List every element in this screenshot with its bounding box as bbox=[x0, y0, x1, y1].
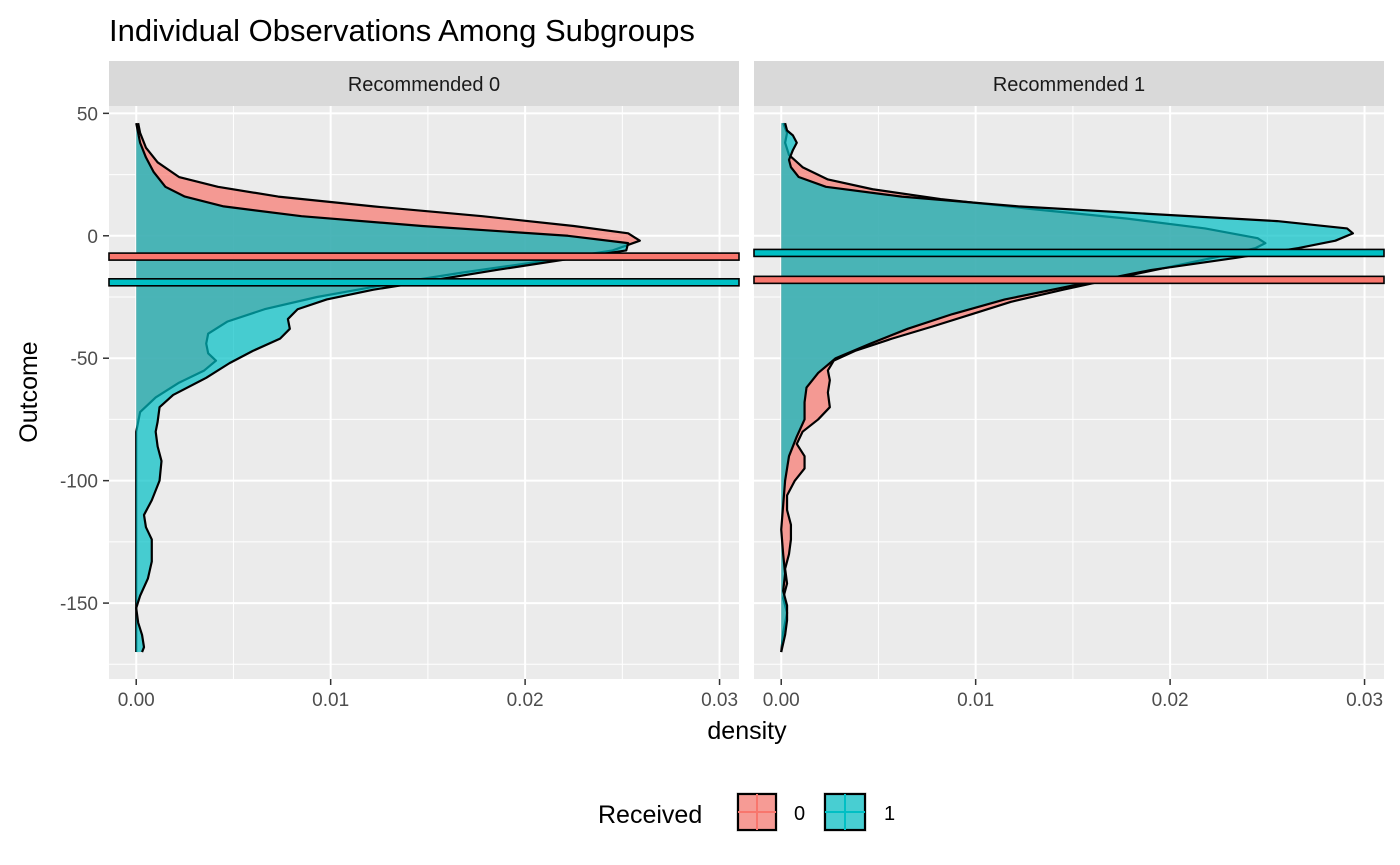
mean-line-received-0 bbox=[753, 275, 1385, 285]
legend-key-0: 0 bbox=[736, 792, 805, 832]
panel-recommended-1: Recommended 1 0.00 0.01 0.02 0.03 bbox=[753, 61, 1385, 711]
mean-lines bbox=[108, 252, 740, 287]
y-tick-label: -50 bbox=[71, 349, 98, 370]
x-tick-label: 0.00 bbox=[118, 690, 155, 711]
x-axis-ticks: 0.00 0.01 0.02 0.03 bbox=[118, 679, 738, 711]
density-outline-received-1 bbox=[135, 122, 630, 653]
y-tick-label: 50 bbox=[77, 104, 98, 125]
x-axis-title: density bbox=[707, 717, 787, 745]
panel-strip bbox=[109, 61, 739, 106]
legend-label-0: 0 bbox=[794, 803, 805, 825]
mean-lines bbox=[753, 248, 1385, 285]
mean-line-received-0 bbox=[108, 252, 740, 261]
density-outline-received-1 bbox=[780, 122, 1354, 653]
panel-strip-label: Recommended 0 bbox=[348, 74, 500, 96]
chart-title: Individual Observations Among Subgroups bbox=[109, 13, 695, 48]
panel-strip bbox=[754, 61, 1384, 106]
y-tick-label: -150 bbox=[60, 594, 98, 615]
x-tick-label: 0.02 bbox=[507, 690, 544, 711]
x-tick-label: 0.02 bbox=[1152, 690, 1189, 711]
y-axis: 50 0 -50 -100 -150 bbox=[60, 104, 109, 615]
legend-label-1: 1 bbox=[884, 803, 895, 825]
y-axis-title: Outcome bbox=[15, 341, 43, 442]
y-tick-label: 0 bbox=[87, 227, 98, 248]
x-tick-label: 0.01 bbox=[312, 690, 349, 711]
legend: Received 0 1 bbox=[598, 792, 895, 832]
x-tick-label: 0.00 bbox=[763, 690, 800, 711]
mean-line-received-1 bbox=[753, 248, 1385, 258]
x-axis-ticks: 0.00 0.01 0.02 0.03 bbox=[763, 679, 1383, 711]
legend-key-1: 1 bbox=[823, 792, 895, 832]
mean-line-received-1 bbox=[108, 278, 740, 287]
panel-strip-label: Recommended 1 bbox=[993, 74, 1145, 96]
y-tick-label: -100 bbox=[60, 472, 98, 493]
panel-recommended-0: Recommended 0 0.00 0.01 0.02 0.03 bbox=[108, 61, 740, 711]
x-tick-label: 0.03 bbox=[701, 690, 738, 711]
x-tick-label: 0.01 bbox=[957, 690, 994, 711]
x-tick-label: 0.03 bbox=[1346, 690, 1383, 711]
legend-title: Received bbox=[598, 801, 702, 829]
